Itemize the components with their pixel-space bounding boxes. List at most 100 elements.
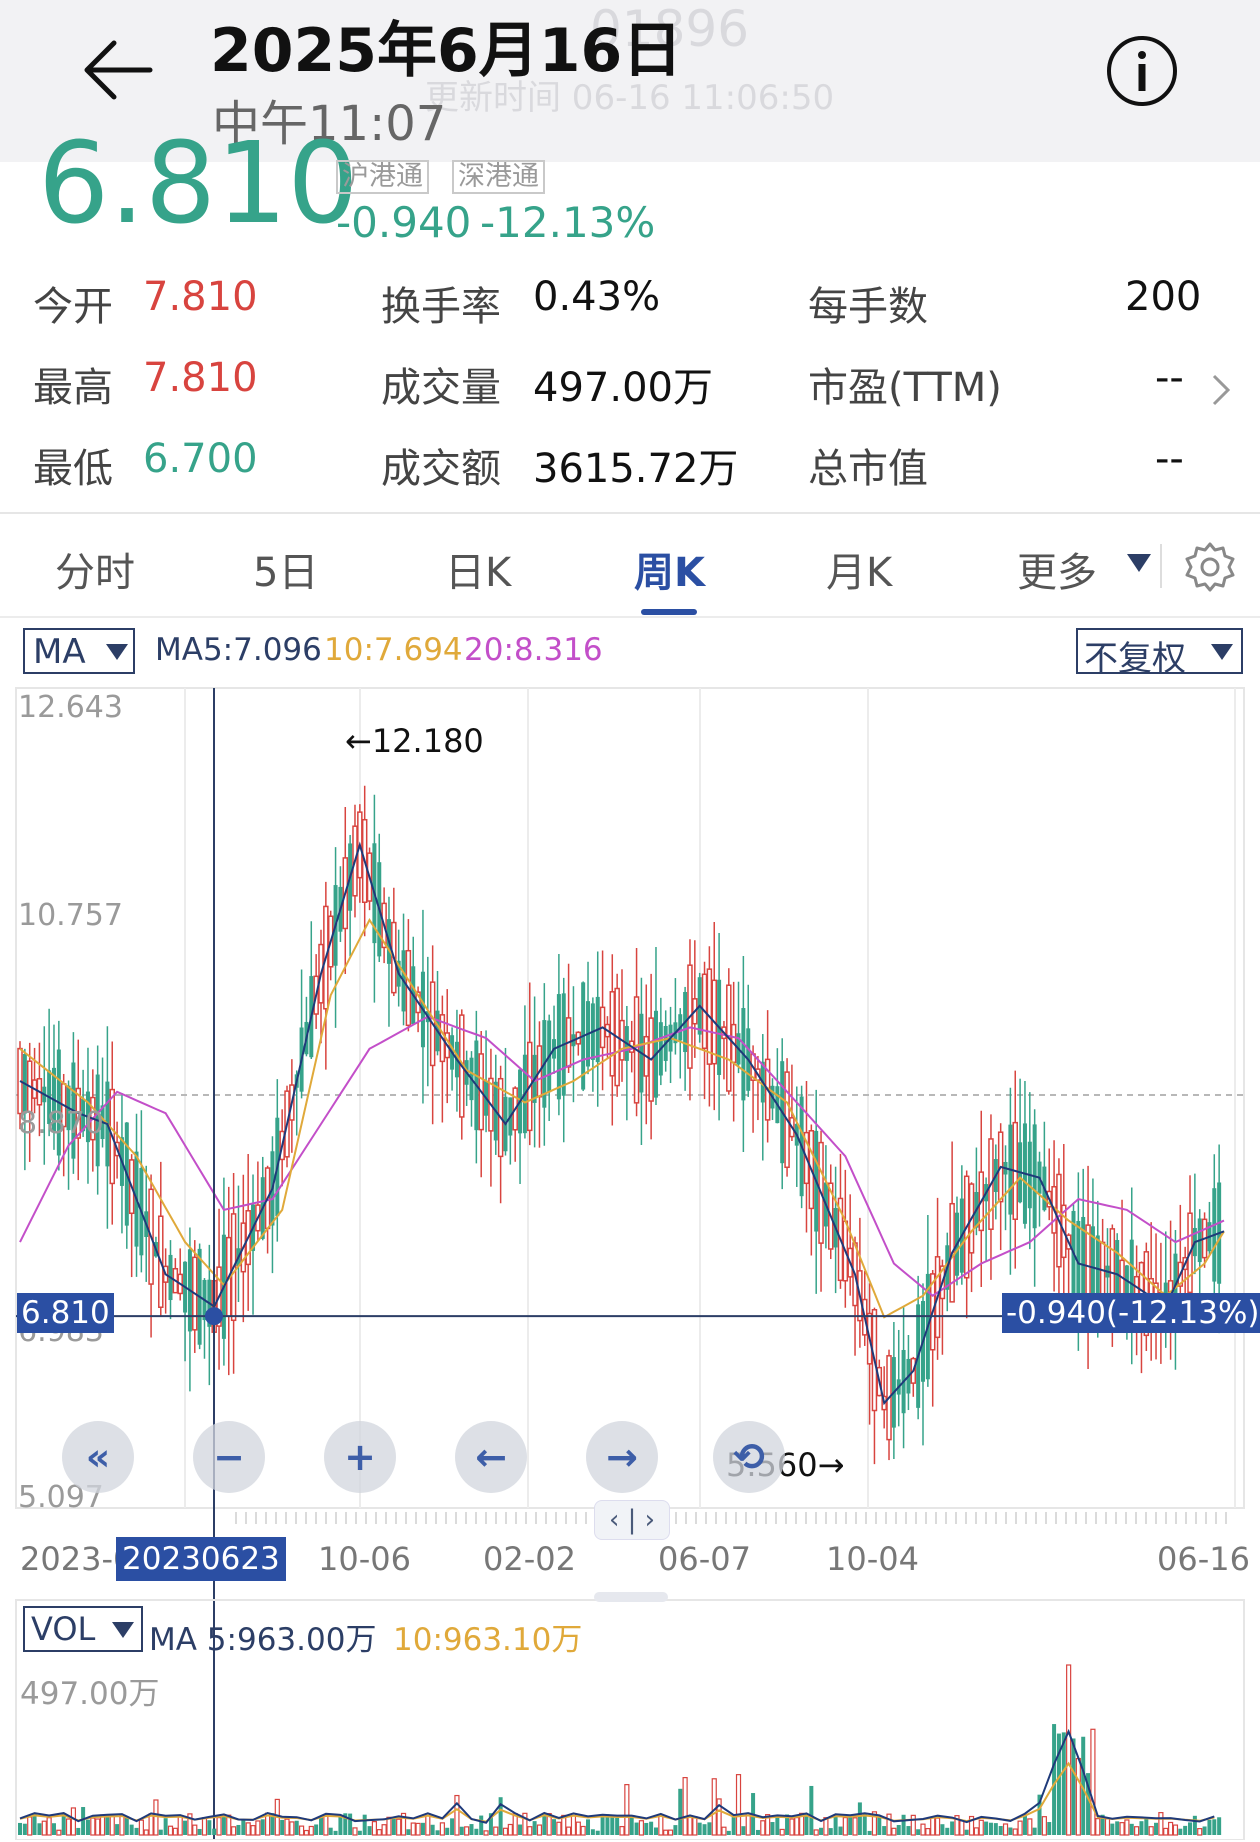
tab-intraday[interactable]: 分时: [55, 550, 135, 596]
volume-bar: [1217, 1817, 1222, 1835]
volume-bar: [459, 1826, 464, 1835]
volume-bar: [600, 1816, 605, 1835]
volume-bar: [968, 1815, 975, 1836]
volume-bar: [367, 1826, 372, 1835]
volume-bar: [842, 1817, 848, 1836]
volume-bar: [391, 1817, 396, 1835]
active-tab-indicator: [641, 609, 697, 615]
adjust-select[interactable]: 不复权: [1076, 628, 1243, 679]
volume-bar: [1178, 1828, 1183, 1835]
ma-select[interactable]: MA: [23, 628, 135, 674]
chevron-right-icon[interactable]: [1210, 372, 1232, 408]
volume-bar: [993, 1823, 998, 1835]
volume-bar: [1183, 1825, 1188, 1835]
tab-5day[interactable]: 5日: [253, 550, 319, 596]
volume-bar: [735, 1774, 742, 1836]
y-tick-label: 8.870: [18, 1106, 104, 1141]
volume-bar: [450, 1818, 455, 1835]
reset-view-button[interactable]: ⟲: [713, 1421, 785, 1493]
volume-bar: [570, 1813, 577, 1836]
back-arrow-icon[interactable]: [80, 35, 155, 105]
volume-bar: [731, 1817, 736, 1835]
volume-bar: [65, 1818, 72, 1836]
volume-bar: [973, 1827, 980, 1836]
pan-left-button[interactable]: ←: [455, 1421, 527, 1493]
volume-bar: [400, 1812, 407, 1836]
vol-ma5-label: MA 5:963.00万: [149, 1622, 377, 1658]
volume-bar: [682, 1777, 688, 1836]
volume-bar: [464, 1826, 470, 1836]
volume-bar: [770, 1822, 775, 1835]
volume-bar: [916, 1829, 921, 1835]
badge-shanghai-connect: 沪港通: [336, 160, 429, 194]
volume-bar: [488, 1813, 493, 1835]
candlestick-chart[interactable]: [0, 680, 1260, 1840]
volume-bar: [518, 1824, 523, 1835]
tab-daily-k[interactable]: 日K: [445, 550, 512, 596]
volume-bar: [270, 1813, 275, 1835]
volume-bar: [1066, 1664, 1072, 1836]
volume-bar: [109, 1815, 115, 1836]
volume-bar: [1158, 1812, 1164, 1836]
volume-bar: [954, 1815, 960, 1836]
volume-bar: [988, 1822, 993, 1835]
zoom-in-button[interactable]: +: [324, 1421, 396, 1493]
volume-bar: [250, 1825, 256, 1836]
low-label: 最低: [33, 446, 113, 492]
volume-bar: [716, 1798, 722, 1836]
volume-bar: [532, 1821, 537, 1835]
volume-bar: [663, 1829, 669, 1836]
gear-icon[interactable]: [1183, 540, 1237, 594]
volume-bar: [925, 1827, 931, 1836]
vol-ma10-label: 10:963.10万: [393, 1622, 583, 1658]
open-value: 7.810: [143, 274, 258, 320]
fast-back-button[interactable]: «: [62, 1421, 134, 1493]
amount-label: 成交额: [381, 446, 501, 492]
chart-drag-handle[interactable]: ‹ | ›: [594, 1500, 670, 1540]
ma10-line: [19, 918, 1225, 1319]
volume-bar: [940, 1824, 945, 1835]
x-tick-label: 06-16: [1157, 1540, 1250, 1578]
volume-bar: [619, 1825, 625, 1836]
header-time: 中午11:07: [212, 96, 447, 152]
vol-select[interactable]: VOL: [23, 1606, 143, 1652]
volume-bar: [629, 1817, 634, 1835]
volume-bar: [1139, 1821, 1144, 1835]
volume-bar: [978, 1819, 984, 1836]
volume-bar: [381, 1824, 387, 1836]
volume-bar: [338, 1816, 343, 1835]
volume-bar: [425, 1813, 431, 1836]
volume-bar: [580, 1825, 586, 1836]
volume-bar: [1032, 1827, 1037, 1835]
pan-right-button[interactable]: →: [586, 1421, 658, 1493]
chart-drag-bar[interactable]: [594, 1592, 668, 1602]
tab-monthly-k[interactable]: 月K: [826, 550, 893, 596]
volume-bar: [435, 1830, 440, 1835]
dropdown-triangle-icon[interactable]: [1126, 553, 1152, 573]
volume-bar: [348, 1813, 353, 1835]
volume-bar: [586, 1819, 591, 1835]
volume-bar: [410, 1822, 416, 1836]
market-cap-label: 总市值: [808, 446, 928, 492]
zoom-out-button[interactable]: −: [193, 1421, 265, 1493]
tab-more[interactable]: 更多: [1017, 550, 1097, 596]
volume-bar: [439, 1822, 445, 1836]
volume-bar: [838, 1826, 843, 1835]
volume-bar: [245, 1822, 251, 1836]
tab-weekly-k[interactable]: 周K: [634, 550, 705, 596]
volume-bar: [51, 1823, 56, 1835]
volume-bar: [177, 1816, 183, 1836]
info-icon[interactable]: [1105, 34, 1179, 108]
volume-bar: [1061, 1732, 1066, 1835]
volume-bar: [678, 1788, 683, 1835]
header-date: 2025年6月16日: [210, 16, 683, 86]
volume-bar: [667, 1829, 674, 1836]
volume-bar: [323, 1813, 329, 1836]
volume-bar: [143, 1829, 149, 1836]
volume-bar: [775, 1817, 780, 1835]
volume-bar: [779, 1828, 785, 1836]
volume-bar: [1022, 1814, 1027, 1835]
volume-bar: [445, 1827, 450, 1835]
volume-bar: [396, 1818, 402, 1836]
volume-bar: [755, 1829, 760, 1835]
